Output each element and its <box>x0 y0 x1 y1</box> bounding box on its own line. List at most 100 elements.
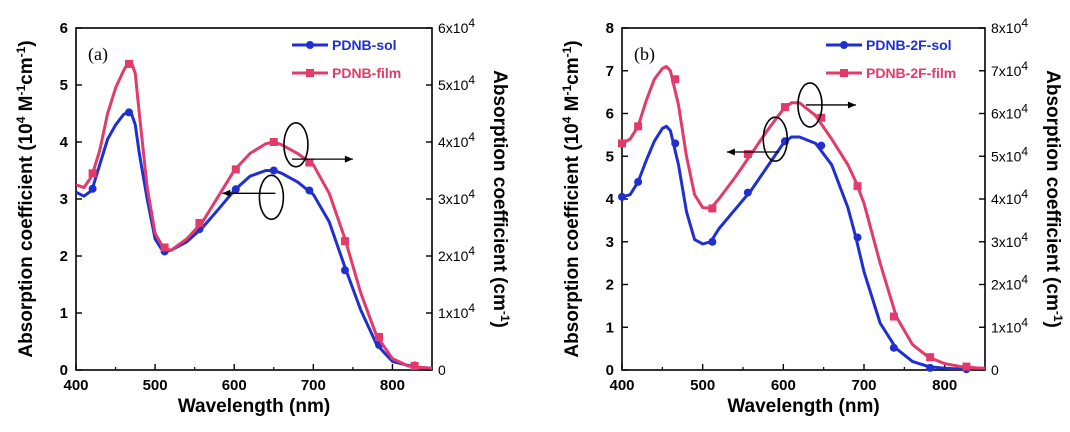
data-point-PDNB-2F-sol <box>708 237 717 246</box>
y2-tick-label: 0 <box>438 362 446 378</box>
y2-label-main: Absorption coefficient (cm <box>489 70 510 311</box>
y-tick-label: 2 <box>606 277 614 294</box>
y-label-sup: 4 <box>560 116 574 123</box>
legend-label: PDNB-sol <box>332 37 397 53</box>
legend-marker <box>306 41 314 49</box>
y2-tick-base: 1x10 <box>438 305 469 321</box>
x-tick-label: 500 <box>690 377 715 394</box>
y-label-mid: M <box>16 95 37 116</box>
annotation-ellipse <box>762 116 789 162</box>
y2-tick-exp: 4 <box>1021 187 1028 201</box>
data-point-PDNB-2F-film <box>853 182 862 191</box>
y2-tick-base: 6x10 <box>438 20 469 36</box>
y-tick-label: 1 <box>606 319 614 336</box>
x-axis-label: Wavelength (nm) <box>727 396 879 417</box>
chart-panel-a: 400 500 600 700 800012345601x1042x1043x1044x… <box>14 16 512 417</box>
arrow-head <box>726 148 735 156</box>
y2-tick-label: 3x104 <box>991 230 1028 250</box>
y-tick-label: 8 <box>606 20 614 37</box>
y2-tick-base: 7x10 <box>991 63 1022 79</box>
data-point-PDNB-2F-sol <box>634 177 643 186</box>
x-tick-label: 500 <box>143 377 168 394</box>
y2-tick-exp: 4 <box>468 187 475 201</box>
x-tick-label: 400 <box>609 377 634 394</box>
y2-axis-label: Absorption coefficient (cm-1) <box>489 70 512 328</box>
y-label-main: Absorption coefficient (10 <box>16 123 37 357</box>
data-point-PDNB-film <box>340 237 349 246</box>
y2-tick-label: 4x104 <box>991 187 1028 207</box>
annotation-ellipse <box>258 174 285 221</box>
data-point-PDNB-film <box>269 138 278 146</box>
data-point-PDNB-sol <box>88 184 97 193</box>
y2-tick-exp: 4 <box>468 16 475 30</box>
y-label-end: ) <box>16 40 37 46</box>
y2-tick-label: 5x104 <box>991 144 1028 164</box>
data-point-PDNB-2F-sol <box>671 139 680 148</box>
y-tick-label: 6 <box>60 20 68 37</box>
data-point-PDNB-2F-film <box>962 362 971 371</box>
y-label-tail: cm <box>562 57 583 84</box>
y-tick-label: 5 <box>60 77 68 94</box>
y2-label-sup: -1 <box>1051 311 1065 322</box>
y2-tick-label: 1x104 <box>438 301 475 321</box>
legend-marker <box>840 41 848 49</box>
data-point-PDNB-2F-film <box>817 113 826 122</box>
legend-marker <box>306 69 314 77</box>
y2-tick-label: 7x104 <box>991 59 1028 79</box>
data-point-PDNB-2F-sol <box>853 233 862 242</box>
y2-tick-exp: 4 <box>468 73 475 87</box>
y2-tick-base: 4x10 <box>991 191 1022 207</box>
data-point-PDNB-film <box>195 218 204 227</box>
x-tick-label: 800 <box>380 377 405 394</box>
y-tick-label: 0 <box>60 362 68 379</box>
y2-tick-base: 8x10 <box>991 20 1022 36</box>
y2-tick-exp: 4 <box>1021 230 1028 244</box>
data-point-PDNB-film <box>305 158 314 167</box>
data-point-PDNB-sol <box>305 186 314 195</box>
x-tick-label: 700 <box>851 377 876 394</box>
legend-label: PDNB-film <box>332 65 401 81</box>
x-tick-label: 600 <box>222 377 247 394</box>
data-point-PDNB-2F-sol <box>889 343 898 352</box>
data-point-PDNB-film <box>125 59 134 68</box>
data-point-PDNB-film <box>374 332 383 341</box>
arrow-head <box>847 101 856 109</box>
y-label-sup: 4 <box>14 116 28 123</box>
data-point-PDNB-2F-film <box>926 353 935 362</box>
y-label-sup: -1 <box>560 84 574 95</box>
legend-label: PDNB-2F-sol <box>866 37 952 53</box>
y-axis-label: Absorption coefficient (104 M-1cm-1) <box>14 40 37 357</box>
y2-tick-label: 2x104 <box>991 273 1028 293</box>
series-line-PDNB-2F-film <box>622 65 985 370</box>
data-point-PDNB-sol <box>231 185 240 194</box>
y-tick-label: 7 <box>606 63 614 80</box>
y2-tick-label: 3x104 <box>438 187 475 207</box>
annotation-ellipse <box>283 122 309 168</box>
y2-tick-exp: 4 <box>1021 144 1028 158</box>
data-point-PDNB-sol <box>125 108 134 117</box>
data-point-PDNB-film <box>160 243 169 252</box>
y2-tick-base: 2x10 <box>991 277 1022 293</box>
y2-label-main: Absorption coefficient (cm <box>1042 70 1063 311</box>
arrow-head <box>222 189 231 197</box>
y2-label-end: ) <box>1042 322 1063 328</box>
y-tick-label: 5 <box>606 148 614 165</box>
y-label-sup: -1 <box>14 46 28 57</box>
data-point-PDNB-2F-film <box>708 204 717 213</box>
x-tick-label: 700 <box>301 377 326 394</box>
series-line-PDNB-2F-sol <box>622 124 985 370</box>
x-tick-label: 400 <box>63 377 88 394</box>
data-point-PDNB-sol <box>269 166 278 175</box>
series-line-PDNB-film <box>76 60 432 370</box>
y-tick-label: 3 <box>60 191 68 208</box>
data-point-PDNB-2F-film <box>780 103 789 112</box>
data-point-PDNB-2F-film <box>618 139 626 148</box>
y2-tick-exp: 4 <box>1021 102 1028 116</box>
data-point-PDNB-2F-film <box>743 150 752 159</box>
y2-tick-label: 6x104 <box>991 102 1028 122</box>
x-tick-label: 800 <box>932 377 957 394</box>
y-label-main: Absorption coefficient (10 <box>562 123 583 357</box>
y-label-sup: -1 <box>14 84 28 95</box>
data-point-PDNB-2F-film <box>889 312 898 321</box>
legend-marker <box>840 69 848 77</box>
